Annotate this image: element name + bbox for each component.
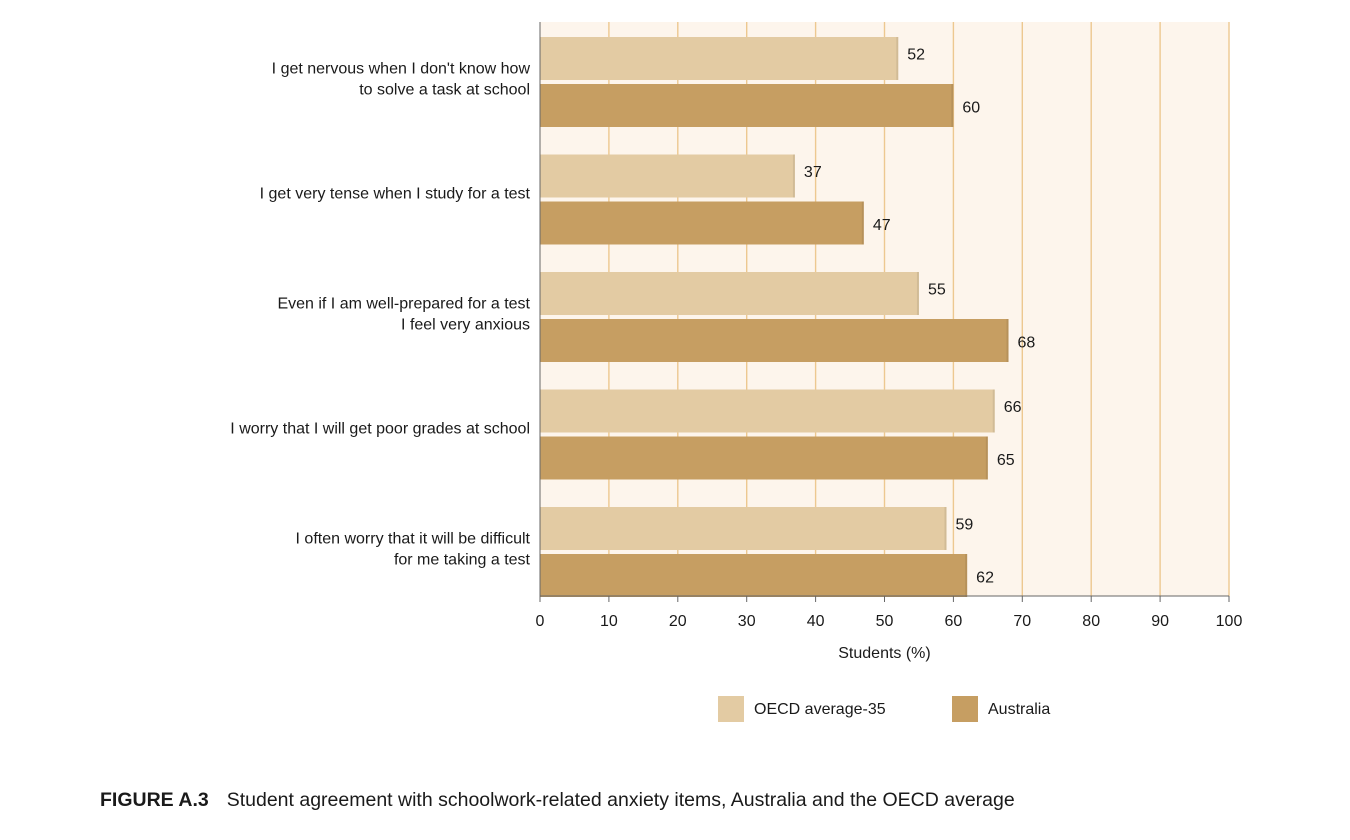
x-tick-label: 0 (536, 613, 545, 630)
bar-oecd (540, 154, 795, 198)
x-tick-label: 100 (1216, 613, 1243, 630)
x-tick-label: 60 (945, 613, 963, 630)
x-tick-label: 40 (807, 613, 825, 630)
figure-caption-text: Student agreement with schoolwork-relate… (226, 789, 1015, 811)
bar-edge-shade (792, 154, 795, 198)
bar-edge-shade (861, 201, 864, 245)
category-label: to solve a task at school (359, 82, 530, 99)
value-label: 66 (1004, 399, 1022, 416)
bar-australia (540, 201, 864, 245)
value-label: 62 (976, 570, 994, 587)
category-label: I get nervous when I don't know how (272, 61, 531, 78)
bar-edge-shade (951, 84, 954, 127)
value-labels: 52 60 37 47 55 68 66 65 59 62 (804, 47, 1035, 587)
bars (540, 37, 1009, 597)
value-label: 47 (873, 217, 891, 234)
x-tick-label: 30 (738, 613, 756, 630)
legend: OECD average-35 Australia (718, 696, 1050, 722)
bar-australia (540, 554, 968, 597)
bar-edge-shade (944, 507, 947, 550)
bar-edge-shade (985, 436, 988, 480)
legend-swatch-oecd (718, 696, 744, 722)
legend-label: Australia (988, 701, 1050, 718)
bar-oecd (540, 389, 995, 433)
category-label: I worry that I will get poor grades at s… (230, 421, 530, 438)
figure-label: FIGURE A.3 (100, 789, 209, 811)
bar-edge-shade (1006, 319, 1009, 362)
category-label: for me taking a test (394, 552, 531, 569)
value-label: 60 (962, 100, 980, 117)
value-label: 68 (1018, 335, 1036, 352)
category-label: I get very tense when I study for a test (260, 186, 531, 203)
value-label: 59 (956, 517, 974, 534)
bar-oecd (540, 507, 947, 550)
bar-australia (540, 436, 988, 480)
x-tick-label: 80 (1082, 613, 1100, 630)
category-labels: I get nervous when I don't know how to so… (230, 61, 530, 569)
bar-australia (540, 84, 954, 127)
category-label: Even if I am well-prepared for a test (277, 296, 530, 313)
x-tick-label: 10 (600, 613, 618, 630)
x-tick-label: 90 (1151, 613, 1169, 630)
bar-edge-shade (896, 37, 899, 80)
bar-oecd (540, 272, 919, 315)
x-axis: 0 10 20 30 40 50 60 70 80 90 100 (536, 22, 1243, 630)
x-tick-label: 20 (669, 613, 687, 630)
value-label: 37 (804, 164, 822, 181)
x-tick-label: 50 (876, 613, 894, 630)
bar-edge-shade (965, 554, 968, 597)
category-label: I feel very anxious (401, 317, 530, 334)
bar-edge-shade (992, 389, 995, 433)
value-label: 55 (928, 282, 946, 299)
x-axis-title: Students (%) (838, 645, 930, 662)
category-label: I often worry that it will be difficult (296, 531, 531, 548)
bar-edge-shade (916, 272, 919, 315)
x-tick-label: 70 (1013, 613, 1031, 630)
figure-caption: FIGURE A.3 Student agreement with schoolw… (100, 789, 1015, 812)
bar-australia (540, 319, 1009, 362)
legend-label: OECD average-35 (754, 701, 886, 718)
value-label: 65 (997, 452, 1015, 469)
legend-swatch-australia (952, 696, 978, 722)
value-label: 52 (907, 47, 925, 64)
bar-oecd (540, 37, 899, 80)
